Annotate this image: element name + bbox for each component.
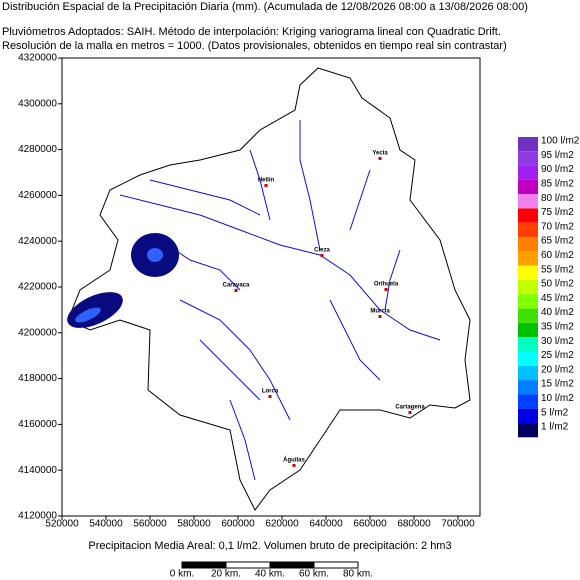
- legend-label: 25 l/m2: [541, 350, 574, 361]
- legend-label: 80 l/m2: [541, 193, 574, 204]
- legend-label: 95 l/m2: [541, 150, 574, 161]
- town-marker: [292, 464, 296, 467]
- town-marker: [384, 288, 388, 291]
- scale-segment: [225, 561, 271, 569]
- town-label: Hellín: [258, 178, 275, 184]
- legend-label: 10 l/m2: [541, 393, 574, 404]
- town-marker: [264, 184, 268, 187]
- legend-label: 65 l/m2: [541, 236, 574, 247]
- legend-label: 45 l/m2: [541, 293, 574, 304]
- legend-swatch: [518, 222, 538, 238]
- x-tick-label: 620000: [265, 519, 299, 530]
- legend-swatch: [518, 151, 538, 166]
- town-marker: [408, 411, 412, 414]
- town-label: Murcia: [370, 309, 390, 315]
- town-label: Caravaca: [223, 283, 250, 289]
- legend-swatch: [518, 265, 538, 280]
- rain-area: [75, 307, 101, 323]
- legend-swatch: [518, 423, 538, 438]
- y-tick-label: 4220000: [18, 282, 57, 293]
- town-marker: [378, 315, 382, 318]
- legend-label: 60 l/m2: [541, 250, 574, 261]
- y-tick-label: 4320000: [18, 53, 57, 64]
- legend-label: 55 l/m2: [541, 264, 574, 275]
- legend-swatch: [518, 365, 538, 381]
- rivers: [119, 120, 441, 481]
- town-marker: [378, 157, 382, 160]
- legend-label: 15 l/m2: [541, 379, 574, 390]
- scale-label: 20 km.: [211, 569, 241, 580]
- subtitle: Resolución de la malla en metros = 1000.…: [2, 40, 507, 52]
- legend-swatch: [518, 280, 538, 295]
- town-label: Águilas: [283, 457, 305, 464]
- town-label: Orihuela: [374, 282, 399, 288]
- x-tick-label: 660000: [353, 519, 387, 530]
- legend-label: 100 l/m2: [541, 136, 580, 147]
- town-label: Cartagena: [395, 405, 425, 411]
- legend-swatch: [518, 208, 538, 223]
- x-tick-label: 600000: [221, 519, 255, 530]
- scale-segment: [269, 561, 315, 569]
- town-marker: [268, 395, 272, 398]
- legend-swatch: [518, 351, 538, 366]
- y-tick-label: 4240000: [18, 236, 57, 247]
- legend-swatch: [518, 165, 538, 180]
- scale-label: 0 km.: [170, 569, 194, 580]
- legend-swatch: [518, 322, 538, 338]
- legend-swatch: [518, 194, 538, 209]
- legend-label: 75 l/m2: [541, 207, 574, 218]
- legend-swatch: [518, 251, 538, 266]
- x-tick-label: 540000: [89, 519, 123, 530]
- x-tick-label: 640000: [309, 519, 343, 530]
- y-tick-label: 4300000: [18, 98, 57, 109]
- legend-swatch: [518, 337, 538, 352]
- legend-label: 40 l/m2: [541, 307, 574, 318]
- town-label: Yecla: [372, 151, 388, 157]
- rain-area: [147, 248, 163, 262]
- town-marker: [234, 289, 238, 292]
- title: Distribución Espacial de la Precipitació…: [2, 1, 528, 13]
- legend-swatch: [518, 237, 538, 252]
- y-tick-label: 4180000: [18, 373, 57, 384]
- legend-swatch: [518, 394, 538, 409]
- x-tick-label: 680000: [397, 519, 431, 530]
- y-tick-label: 4200000: [18, 327, 57, 338]
- legend-swatch: [518, 179, 538, 195]
- town-label: Lorca: [262, 389, 279, 395]
- legend-swatch: [518, 137, 538, 152]
- legend-label: 50 l/m2: [541, 279, 574, 290]
- legend-swatch: [518, 294, 538, 309]
- y-tick-label: 4260000: [18, 190, 57, 201]
- x-tick-label: 520000: [45, 519, 79, 530]
- legend-label: 90 l/m2: [541, 164, 574, 175]
- legend-label: 70 l/m2: [541, 221, 574, 232]
- scale-segment: [313, 561, 359, 569]
- legend-label: 5 l/m2: [541, 407, 569, 418]
- legend-label: 30 l/m2: [541, 336, 574, 347]
- town-marker: [320, 254, 324, 257]
- scale-label: 40 km.: [255, 569, 285, 580]
- legend-label: 1 l/m2: [541, 422, 569, 433]
- town-label: Cieza: [314, 248, 330, 254]
- x-tick-label: 580000: [177, 519, 211, 530]
- basin-outline: [67, 67, 471, 511]
- legend-label: 85 l/m2: [541, 179, 574, 190]
- legend-label: 20 l/m2: [541, 364, 574, 375]
- x-tick-label: 700000: [441, 519, 475, 530]
- y-tick-label: 4140000: [18, 465, 57, 476]
- scale-label: 80 km.: [343, 569, 373, 580]
- footer: Precipitacion Media Areal: 0,1 l/m2. Vol…: [88, 540, 451, 552]
- legend-swatch: [518, 408, 538, 423]
- legend-swatch: [518, 308, 538, 323]
- legend-swatch: [518, 380, 538, 395]
- y-tick-label: 4160000: [18, 419, 57, 430]
- subtitle: Pluviómetros Adoptados: SAIH. Método de …: [2, 26, 501, 38]
- scale-label: 60 km.: [299, 569, 329, 580]
- legend-label: 35 l/m2: [541, 322, 574, 333]
- y-tick-label: 4120000: [18, 511, 57, 522]
- x-tick-label: 560000: [133, 519, 167, 530]
- scale-segment: [181, 561, 227, 569]
- y-tick-label: 4280000: [18, 144, 57, 155]
